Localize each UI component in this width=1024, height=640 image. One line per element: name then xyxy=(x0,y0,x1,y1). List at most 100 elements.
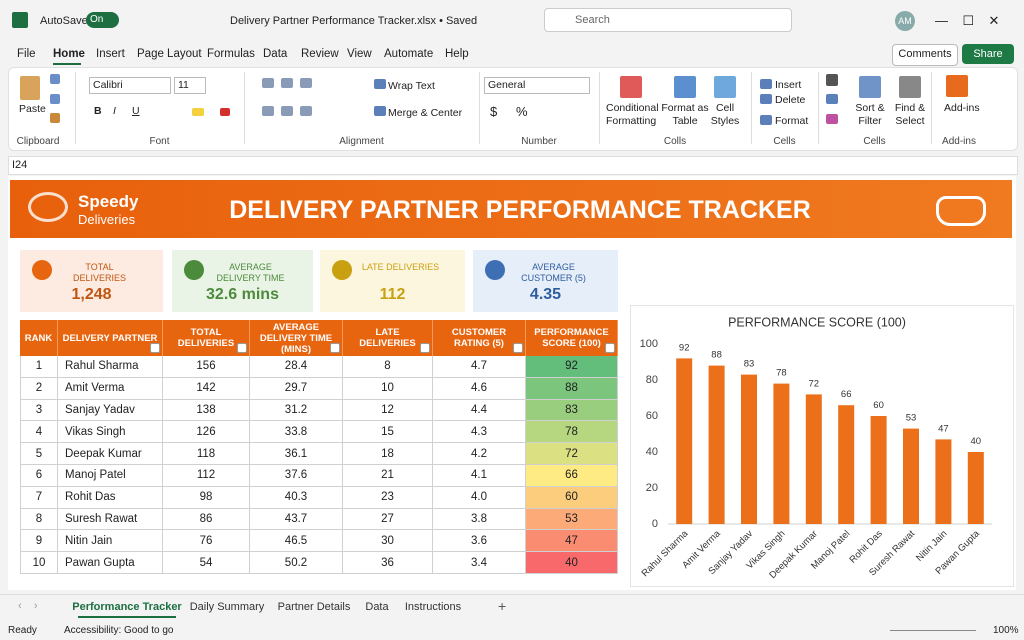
ribbon-label[interactable]: Format xyxy=(775,115,809,127)
menu-tab[interactable]: Review xyxy=(301,48,339,60)
kpi-label: LATE DELIVERIES xyxy=(361,262,440,272)
table-cell: 156 xyxy=(163,356,250,378)
table-cell: 54 xyxy=(163,552,250,574)
zoom-slider[interactable] xyxy=(890,630,976,631)
filter-button[interactable] xyxy=(237,343,247,353)
avatar[interactable]: AM xyxy=(895,11,915,31)
window-controls[interactable]: — ☐ ✕ xyxy=(935,13,1000,28)
ribbon-label[interactable]: Find & xyxy=(894,102,926,114)
ribbon-label[interactable]: Add-ins xyxy=(944,102,980,114)
ribbon-label[interactable]: Styles xyxy=(710,115,740,127)
status-zoom: 100% xyxy=(993,625,1019,636)
ribbon-icon xyxy=(859,76,881,98)
sheet-tab[interactable]: Data xyxy=(365,601,389,613)
ribbon-icon xyxy=(899,76,921,98)
filter-button[interactable] xyxy=(513,343,523,353)
ribbon xyxy=(8,67,1018,151)
logo-bottom: Deliveries xyxy=(78,212,136,227)
filter-button[interactable] xyxy=(150,343,160,353)
ribbon-label[interactable]: U xyxy=(132,105,140,117)
ribbon-label[interactable]: % xyxy=(516,104,528,119)
table-cell: 7 xyxy=(20,486,58,509)
ribbon-icon xyxy=(262,106,274,116)
table-cell: 9 xyxy=(20,530,58,553)
sheet-tab[interactable]: Partner Details xyxy=(277,601,351,613)
number-format-box[interactable]: General xyxy=(484,77,590,94)
ribbon-label[interactable]: Delete xyxy=(775,94,806,106)
ribbon-label[interactable]: $ xyxy=(490,104,498,119)
filter-button[interactable] xyxy=(605,343,615,353)
kpi-value: 112 xyxy=(379,286,406,303)
ribbon-icon xyxy=(300,78,312,88)
scooter-icon xyxy=(936,196,986,226)
menu-tab[interactable]: Automate xyxy=(384,48,434,60)
score-cell: 66 xyxy=(526,465,618,487)
tab-scroll[interactable]: ‹ › xyxy=(18,600,38,612)
ribbon-label[interactable]: Conditional xyxy=(606,102,659,114)
sheet-tab[interactable]: Performance Tracker xyxy=(72,601,182,613)
table-cell: 3.4 xyxy=(433,552,526,574)
ribbon-label[interactable]: Merge & Center xyxy=(388,107,463,119)
table-header: PERFORMANCE SCORE (100) xyxy=(526,320,618,356)
ribbon-label[interactable]: Paste xyxy=(19,103,46,115)
kpi-icon xyxy=(485,260,505,280)
menu-tab[interactable]: Page Layout xyxy=(137,48,202,60)
table-cell: 50.2 xyxy=(250,552,343,574)
ribbon-icon xyxy=(826,74,838,86)
sheet-tab[interactable]: Instructions xyxy=(404,601,462,613)
share-button[interactable]: Share xyxy=(962,44,1014,64)
ribbon-label[interactable]: Table xyxy=(672,115,698,127)
ribbon-group-label: Add-ins xyxy=(942,136,976,147)
menu-tab[interactable]: Formulas xyxy=(207,48,255,60)
menu-tab[interactable]: Data xyxy=(263,48,288,60)
ribbon-icon xyxy=(826,94,838,104)
table-cell: 3.6 xyxy=(433,530,526,553)
table-cell: Vikas Singh xyxy=(58,421,163,444)
excel-icon xyxy=(12,12,28,28)
file-name: Delivery Partner Performance Tracker.xls… xyxy=(230,15,478,27)
ribbon-icon xyxy=(281,78,293,88)
table-cell: 31.2 xyxy=(250,399,343,422)
score-cell: 83 xyxy=(526,399,618,422)
name-box[interactable]: I24 xyxy=(12,159,28,171)
active-sheet-underline xyxy=(78,616,176,618)
table-cell: Manoj Patel xyxy=(58,465,163,487)
kpi-card: AVERAGE DELIVERY TIME 32.6 mins xyxy=(172,250,313,312)
ribbon-label[interactable]: Format as xyxy=(661,102,709,114)
filter-button[interactable] xyxy=(330,343,340,353)
sheet-tab[interactable]: Daily Summary xyxy=(189,601,265,613)
autosave-toggle[interactable]: On xyxy=(86,12,119,28)
ribbon-label[interactable]: Filter xyxy=(858,115,882,127)
menu-tab[interactable]: File xyxy=(17,48,36,60)
menu-tab[interactable]: Home xyxy=(53,48,85,60)
ribbon-label[interactable]: Formatting xyxy=(606,115,657,127)
table-cell: 10 xyxy=(343,377,433,400)
size-box[interactable]: 11 xyxy=(174,77,206,94)
ribbon-label[interactable]: I xyxy=(113,105,116,117)
ribbon-icon xyxy=(374,106,386,116)
comments-button[interactable]: Comments xyxy=(892,44,958,66)
ribbon-separator xyxy=(244,72,245,144)
menu-tab[interactable]: Help xyxy=(445,48,469,60)
ribbon-label[interactable]: B xyxy=(94,105,102,117)
add-sheet[interactable]: + xyxy=(498,598,507,614)
menu-tab[interactable]: View xyxy=(347,48,372,60)
menu-tab[interactable]: Insert xyxy=(96,48,125,60)
ribbon-icon xyxy=(220,108,230,116)
ribbon-icon xyxy=(826,114,838,124)
table-cell: 4.1 xyxy=(433,465,526,487)
ribbon-label[interactable]: Wrap Text xyxy=(388,80,435,92)
filter-button[interactable] xyxy=(420,343,430,353)
ribbon-label[interactable]: Select xyxy=(895,115,925,127)
ribbon-label[interactable]: Sort & xyxy=(855,102,885,114)
table-cell: 23 xyxy=(343,486,433,509)
ribbon-label[interactable]: Cell xyxy=(715,102,735,114)
font-box[interactable]: Calibri xyxy=(89,77,171,94)
search-box[interactable]: Search xyxy=(544,8,792,32)
chart-frame xyxy=(630,305,1014,587)
ribbon-label[interactable]: Insert xyxy=(775,79,802,91)
score-cell: 60 xyxy=(526,486,618,509)
ribbon-icon xyxy=(760,115,772,125)
table-cell: Nitin Jain xyxy=(58,530,163,553)
ribbon-group-label: Clipboard xyxy=(16,136,60,147)
